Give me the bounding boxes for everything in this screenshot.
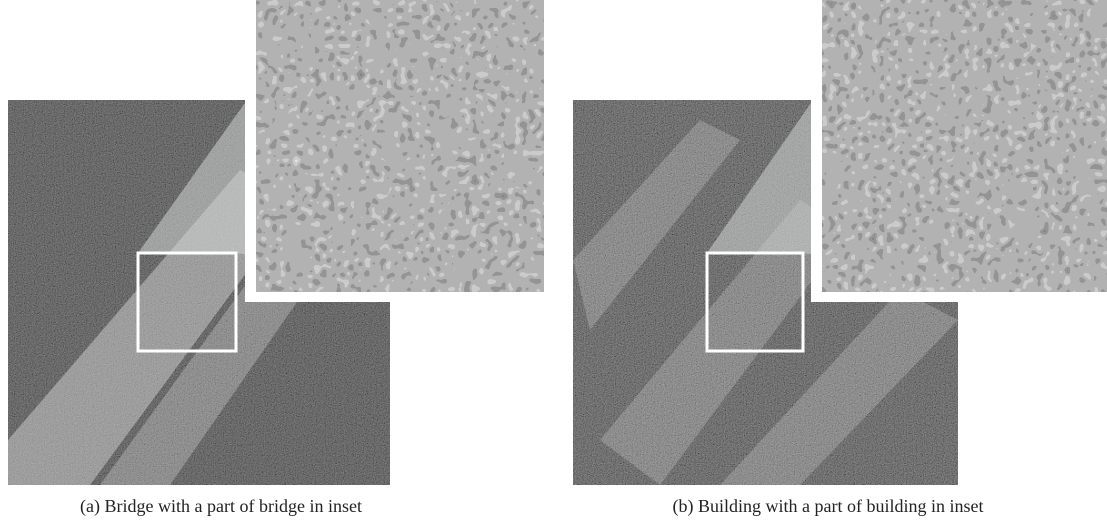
inset-zoom (256, 0, 544, 292)
inset-zoom (822, 0, 1107, 292)
caption: (b) Building with a part of building in … (673, 496, 984, 517)
caption: (a) Bridge with a part of bridge in inse… (80, 496, 362, 517)
figure: (a) Bridge with a part of bridge in inse… (0, 0, 1107, 531)
